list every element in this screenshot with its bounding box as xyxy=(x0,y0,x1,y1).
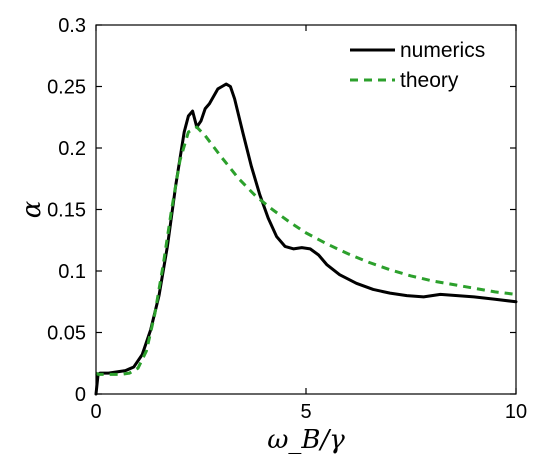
series-theory-line xyxy=(95,125,517,376)
legend-label-numerics: numerics xyxy=(400,39,485,62)
x-axis-label: ω_B/γ xyxy=(267,425,345,455)
y-tick-label: 0 xyxy=(75,384,86,406)
y-tick-label: 0.2 xyxy=(58,138,86,160)
y-tick-label: 0.25 xyxy=(47,77,86,99)
axis-tick-labels: 0 5 10 0 0.05 0.1 0.15 0.2 0.25 0.3 xyxy=(47,15,527,423)
x-tick-label: 5 xyxy=(300,401,311,423)
y-tick-label: 0.05 xyxy=(47,323,86,345)
y-tick-label: 0.1 xyxy=(58,261,86,283)
x-tick-label: 0 xyxy=(90,401,101,423)
axis-ticks xyxy=(95,24,517,395)
y-tick-label: 0.3 xyxy=(58,15,86,37)
y-axis-label: α xyxy=(17,200,47,218)
y-tick-label: 0.15 xyxy=(47,200,86,222)
legend: numerics theory xyxy=(350,39,485,92)
legend-label-theory: theory xyxy=(400,69,459,92)
x-tick-label: 10 xyxy=(505,401,527,423)
plot-lines xyxy=(94,82,518,396)
